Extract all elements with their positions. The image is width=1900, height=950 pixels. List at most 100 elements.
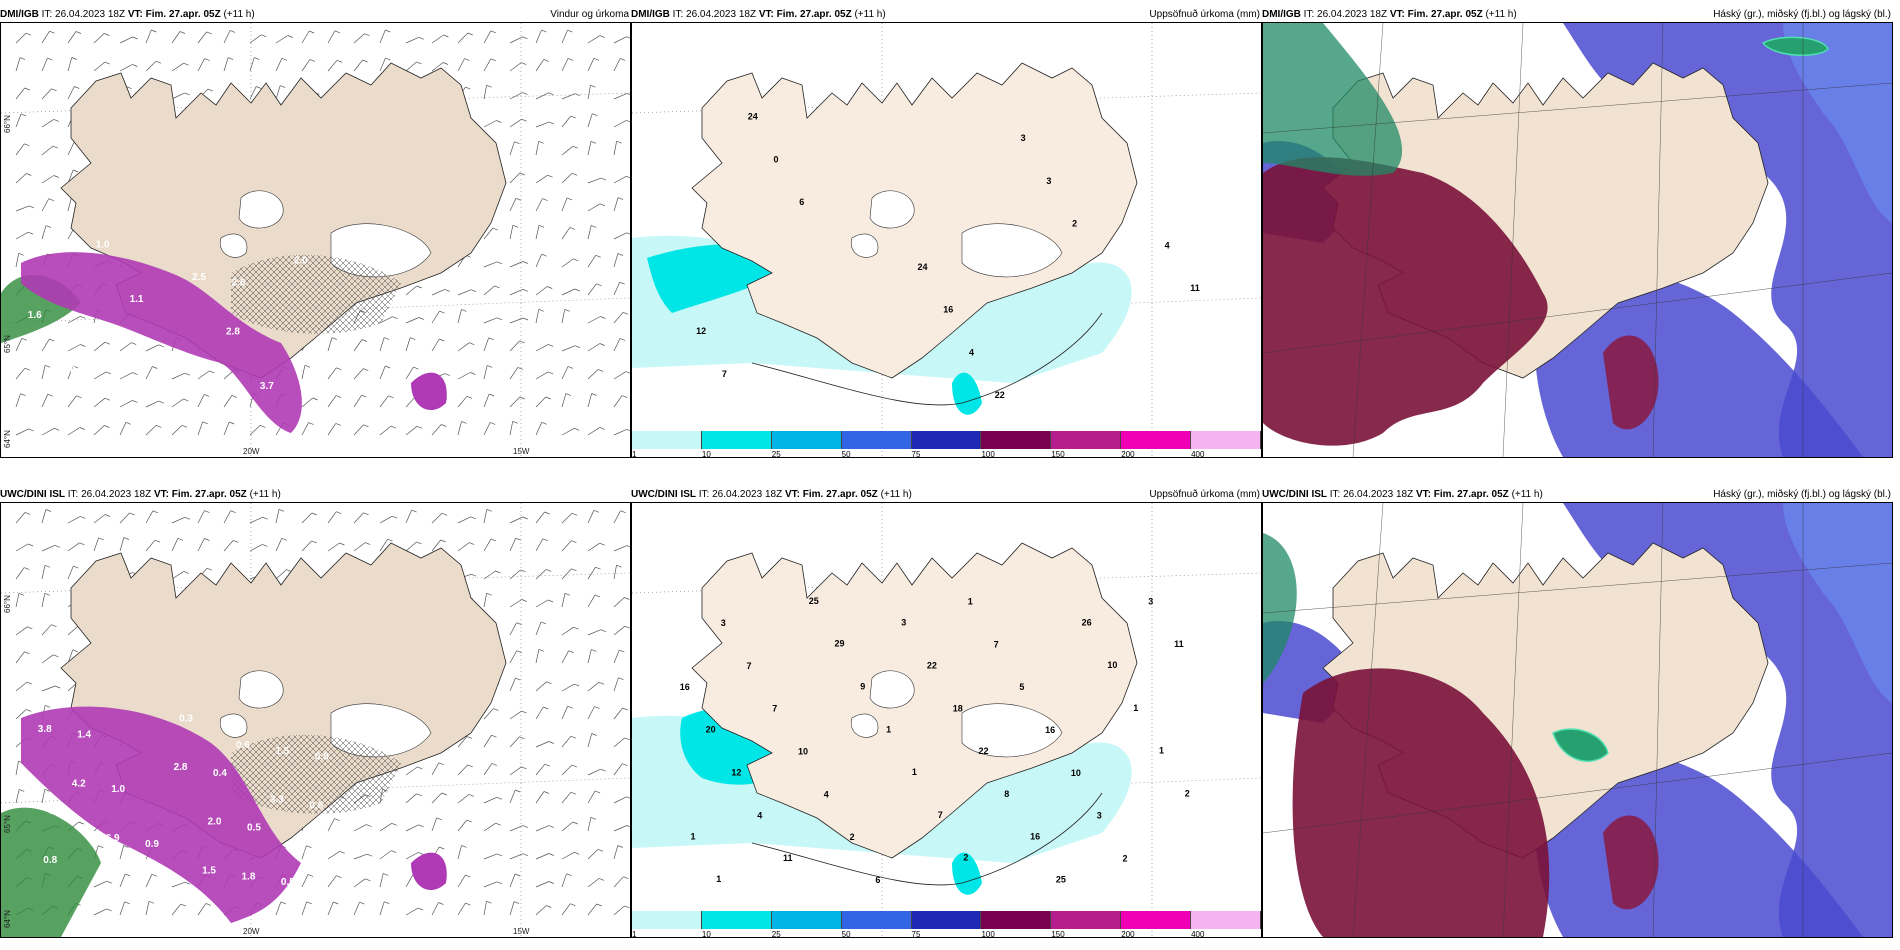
precip-value: 10 bbox=[1107, 660, 1117, 670]
init-time: IT: 26.04.2023 18Z bbox=[1329, 489, 1414, 500]
precip-intensity-value: 0.4 bbox=[213, 768, 227, 779]
precip-purple bbox=[21, 706, 301, 923]
precip-value: 1 bbox=[912, 767, 917, 777]
colorbar-label: 1 bbox=[632, 930, 637, 938]
precip-green bbox=[1, 807, 101, 937]
colorbar-swatch bbox=[1121, 911, 1192, 929]
init-time: IT: 26.04.2023 18Z bbox=[41, 9, 126, 20]
precip-intensity-value: 4.2 bbox=[72, 778, 86, 789]
map-canvas: 2630324227412161124466°N64°N bbox=[632, 23, 1261, 457]
panel-title: Uppsöfnuð úrkoma (mm) bbox=[1149, 9, 1260, 20]
map-canvas: 1217211119102926252511164812222018162211… bbox=[632, 503, 1261, 937]
mid-cloud-area bbox=[1263, 533, 1297, 683]
precip-intensity-value: 0.5 bbox=[49, 806, 63, 817]
precip-intensity-value: 4.7 bbox=[198, 403, 212, 414]
latitude-label: 64°N bbox=[3, 430, 12, 448]
map-frame bbox=[1262, 502, 1893, 938]
precip-intensity-value: 2.5 bbox=[192, 272, 206, 283]
precip-value: 3 bbox=[1097, 811, 1102, 821]
precip-value: 10 bbox=[1071, 768, 1081, 778]
precip-value: 5 bbox=[1019, 682, 1024, 692]
init-time: IT: 26.04.2023 18Z bbox=[698, 489, 783, 500]
colorbar-swatch bbox=[981, 431, 1052, 449]
precip-value: 22 bbox=[927, 661, 937, 671]
precip-value: 4 bbox=[1165, 240, 1170, 250]
precip-value: 29 bbox=[835, 639, 845, 649]
model-name: UWC/DINI ISL bbox=[0, 489, 65, 500]
latitude-label: 66°N bbox=[3, 115, 12, 133]
precip-value: 3 bbox=[1046, 176, 1051, 186]
precip-value: 10 bbox=[798, 746, 808, 756]
latitude-label: 64°N bbox=[3, 910, 12, 928]
precip-intensity-value: 2.5 bbox=[140, 888, 154, 899]
precip-value: 20 bbox=[706, 725, 716, 735]
precip-intensity-value: 2.8 bbox=[226, 326, 240, 337]
high-cloud-area bbox=[1263, 157, 1548, 446]
precip-value: 22 bbox=[995, 390, 1005, 400]
precip-value: 1 bbox=[968, 597, 973, 607]
mid-cloud-area bbox=[1263, 23, 1403, 176]
map-canvas bbox=[1263, 503, 1892, 937]
precip-value: 7 bbox=[772, 704, 777, 714]
precip-value: 11 bbox=[1174, 639, 1184, 649]
map-panel-cloud: UWC/DINI ISL IT: 26.04.2023 18Z VT: Fim.… bbox=[1262, 486, 1893, 938]
map-frame: 2630324227412161124466°N64°N110255075100… bbox=[631, 22, 1262, 458]
precip-value: 12 bbox=[696, 326, 706, 336]
precip-intensity-value: 6.9 bbox=[106, 833, 120, 844]
lead-time: (+11 h) bbox=[1485, 9, 1517, 20]
colorbar-label: 400 bbox=[1191, 450, 1205, 458]
glacier bbox=[219, 233, 248, 258]
precip-intensity-value: 1.4 bbox=[77, 730, 91, 741]
precip-intensity-value: 1.0 bbox=[111, 784, 125, 795]
glacier bbox=[869, 670, 915, 709]
panel-header: DMI/IGB IT: 26.04.2023 18Z VT: Fim. 27.a… bbox=[631, 6, 1262, 24]
precip-value: 2 bbox=[1185, 789, 1190, 799]
precip-value: 8 bbox=[1004, 789, 1009, 799]
precip-value: 25 bbox=[1056, 875, 1066, 885]
colorbar-swatch bbox=[771, 431, 842, 449]
precip-value: 16 bbox=[680, 682, 690, 692]
precip-value: 16 bbox=[1045, 725, 1055, 735]
precip-value: 16 bbox=[1030, 832, 1040, 842]
precip-value: 3 bbox=[1021, 133, 1026, 143]
map-frame: 1.5 0.6 3.3 2.5 3.8 4.2 6.9 2.5 2.8 2.0 1.8 1.5 0.6 0… bbox=[0, 502, 631, 938]
precip-intensity-value: 0.6 bbox=[236, 740, 250, 751]
colorbar-label: 100 bbox=[981, 450, 995, 458]
precip-value: 22 bbox=[979, 746, 989, 756]
precip-value: 4 bbox=[757, 810, 762, 820]
init-time: IT: 26.04.2023 18Z bbox=[67, 489, 152, 500]
map-frame bbox=[1262, 22, 1893, 458]
precip-value: 7 bbox=[938, 810, 943, 820]
precip-value: 4 bbox=[824, 789, 829, 799]
valid-time: VT: Fim. 27.apr. 05Z bbox=[127, 9, 221, 20]
glacier bbox=[850, 233, 879, 258]
map-panel-wind: UWC/DINI ISL IT: 26.04.2023 18Z VT: Fim.… bbox=[0, 486, 631, 938]
panel-title: Háský (gr.), miðský (fj.bl.) og lágský (… bbox=[1713, 9, 1891, 20]
precip-value: 12 bbox=[731, 768, 741, 778]
colorbar-label: 1 bbox=[632, 450, 637, 458]
colorbar-label: 200 bbox=[1121, 930, 1135, 938]
panel-title: Uppsöfnuð úrkoma (mm) bbox=[1149, 489, 1260, 500]
colorbar-label: 150 bbox=[1051, 930, 1065, 938]
colorbar-label: 100 bbox=[981, 930, 995, 938]
precip-purple bbox=[21, 252, 302, 433]
low-cloud-area bbox=[1563, 503, 1892, 937]
model-name: DMI/IGB bbox=[631, 9, 670, 20]
lead-time: (+11 h) bbox=[223, 9, 255, 20]
colorbar-label: 10 bbox=[701, 450, 711, 458]
model-name: DMI/IGB bbox=[0, 9, 39, 20]
panel-title: Háský (gr.), miðský (fj.bl.) og lágský (… bbox=[1713, 489, 1891, 500]
colorbar-label: 25 bbox=[771, 930, 781, 938]
longitude-label: 20W bbox=[243, 447, 260, 456]
map-canvas: 1.5 0.6 3.3 2.5 3.8 4.2 6.9 2.5 2.8 2.0 1.8 1.5 0.6 0… bbox=[1, 503, 630, 937]
colorbar: 1 10 25 50 75 100 150 200 400 bbox=[632, 911, 1261, 937]
map-canvas: 2.5 2.8 3.7 2.0 1.6 1.0 1.0 1.1 1.6 4.7 2.6 20W 15W 6… bbox=[1, 23, 630, 457]
panel-header: UWC/DINI ISL IT: 26.04.2023 18Z VT: Fim.… bbox=[0, 486, 631, 504]
precip-value: 25 bbox=[809, 596, 819, 606]
precip-value: 2 bbox=[1072, 219, 1077, 229]
map-panel-wind: DMI/IGB IT: 26.04.2023 18Z VT: Fim. 27.a… bbox=[0, 6, 631, 458]
precip-value: 0 bbox=[774, 154, 779, 164]
colorbar-label: 25 bbox=[771, 450, 781, 458]
precip-value: 2 bbox=[1123, 854, 1128, 864]
valid-time: VT: Fim. 27.apr. 05Z bbox=[784, 489, 878, 500]
